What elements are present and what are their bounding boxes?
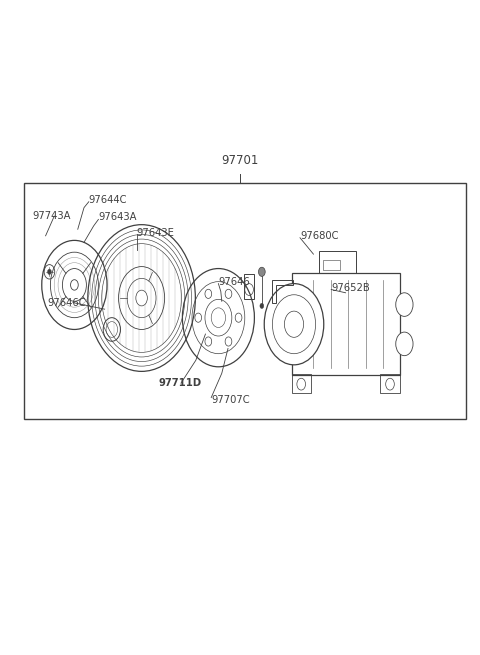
Circle shape [264,284,324,365]
Circle shape [396,293,413,316]
Text: 97652B: 97652B [331,283,370,293]
Circle shape [260,303,264,309]
Text: 97743A: 97743A [33,211,71,221]
Bar [291,373,311,393]
Circle shape [48,269,51,274]
Text: 97646: 97646 [218,276,250,287]
Text: 97711D: 97711D [158,378,202,388]
Text: 97680C: 97680C [300,231,338,241]
Bar [380,373,399,393]
Text: 97644C: 97644C [89,195,127,205]
Circle shape [396,332,413,356]
Circle shape [136,290,147,306]
Circle shape [71,280,78,290]
Text: 97707C: 97707C [211,394,250,405]
Polygon shape [24,183,466,419]
Bar [244,274,254,299]
Bar [319,250,356,274]
Text: 97701: 97701 [221,154,259,167]
Text: 97643E: 97643E [137,227,175,238]
Bar [291,274,399,375]
Bar [324,261,340,270]
Text: 97643A: 97643A [98,212,137,223]
Circle shape [258,267,265,276]
Text: 97646C: 97646C [47,297,85,308]
